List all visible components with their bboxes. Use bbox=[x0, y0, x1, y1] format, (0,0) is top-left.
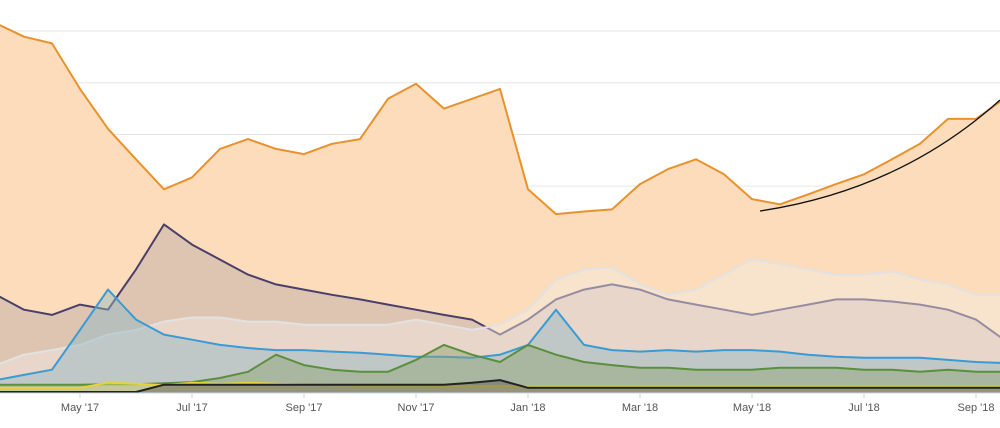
x-tick-label: Jul '17 bbox=[176, 402, 207, 414]
x-tick-label: Jan '18 bbox=[510, 402, 545, 414]
series-area bbox=[0, 380, 1000, 393]
series-area bbox=[0, 344, 1000, 393]
areas bbox=[0, 24, 1000, 393]
x-tick-label: Mar '18 bbox=[622, 402, 658, 414]
series-area bbox=[0, 25, 1000, 393]
x-tick-label: May '18 bbox=[733, 402, 771, 414]
series-area bbox=[0, 259, 1000, 393]
trend-line bbox=[759, 99, 1000, 212]
series-area bbox=[0, 289, 1000, 393]
series-line bbox=[0, 223, 1000, 339]
series-line bbox=[0, 379, 1000, 393]
series-line bbox=[0, 258, 1000, 365]
series-line bbox=[0, 24, 1000, 216]
x-tick-label: Sep '17 bbox=[286, 402, 323, 414]
x-tick-label: May '17 bbox=[61, 402, 99, 414]
x-tick-label: Sep '18 bbox=[958, 402, 995, 414]
x-tick-label: Nov '17 bbox=[398, 402, 435, 414]
series-line bbox=[0, 288, 1000, 381]
x-tick-label: Jul '18 bbox=[848, 402, 879, 414]
x-labels: May '17 Jul '17 Sep '17 Nov '17 Jan '18 Mar '… bbox=[61, 393, 995, 414]
series-line bbox=[0, 343, 1000, 386]
